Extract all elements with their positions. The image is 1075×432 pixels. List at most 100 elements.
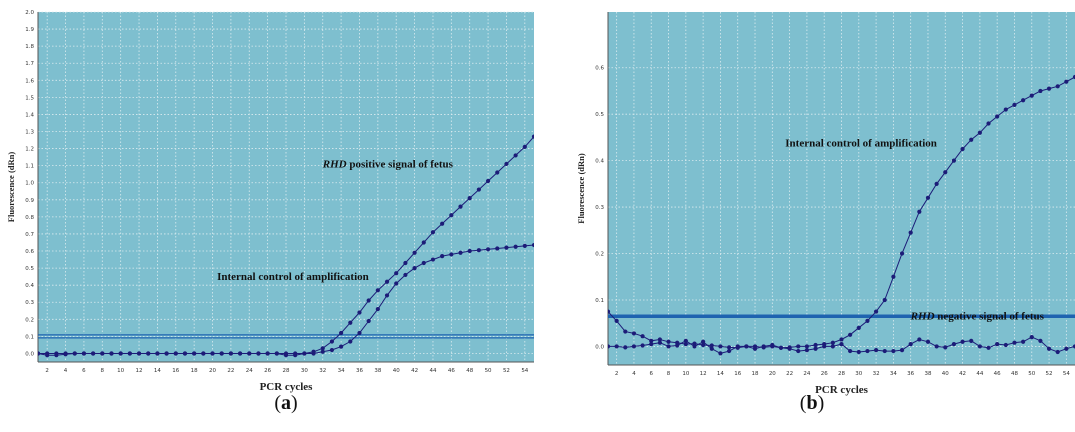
chart-b-series-1-point: [865, 318, 870, 323]
chart-b-series-1-point: [683, 341, 688, 347]
chart-a-x-tick-label: 16: [172, 368, 179, 374]
chart-b-series-2-point: [770, 342, 775, 348]
chart-b-x-tick-label: 46: [994, 371, 1001, 377]
chart-a-series-2-point: [219, 351, 224, 356]
chart-b-marks: [608, 74, 1075, 356]
chart-b-x-tick-label: 8: [667, 371, 671, 377]
chart-b-series-2-point: [908, 341, 913, 347]
chart-a-series-2-point: [339, 344, 344, 349]
chart-b-series-1-point: [882, 297, 887, 303]
chart-b-series-2-point: [631, 344, 637, 349]
chart-b-x-tick-label: 30: [855, 371, 862, 377]
chart-a-x-tick-label: 4: [64, 368, 68, 374]
chart-b-series-1-point: [1003, 107, 1008, 112]
chart-b-annotation-text: negative signal of fetus: [935, 310, 1045, 322]
chart-b-series-1-point: [701, 342, 706, 348]
chart-b-series-1-point: [873, 309, 879, 314]
chart-a-y-tick-label: 1.2: [25, 147, 34, 153]
chart-a-series-2-point: [237, 351, 243, 356]
chart-a-series-2-point: [440, 254, 445, 259]
chart-a-series-2-point: [403, 272, 408, 278]
chart-a-x-tick-label: 42: [411, 368, 418, 374]
chart-b-series-2-point: [744, 344, 749, 349]
chart-b-series-2-point: [614, 344, 619, 349]
chart-a-series-1-point: [329, 339, 335, 344]
chart-b-x-tick-label: 2: [615, 371, 619, 377]
chart-a-y-tick-label: 0.6: [25, 249, 34, 255]
chart-a-series-1-point: [449, 213, 454, 218]
chart-b-series-1-point: [986, 121, 991, 126]
chart-b-x-tick-label: 12: [700, 371, 707, 377]
chart-a-y-tick-label: 1.5: [25, 95, 34, 101]
chart-a-series-2-point: [366, 318, 371, 324]
chart-b-series-1-point: [917, 209, 922, 214]
chart-a-series-2-point: [72, 351, 77, 356]
chart-a-annotation-1: RHD positive signal of fetus: [322, 158, 454, 170]
chart-b-series-1-point: [726, 345, 732, 350]
chart-b-series-1-point: [614, 318, 619, 323]
chart-a-series-2-point: [384, 293, 390, 298]
chart-a-series-2-point: [228, 351, 233, 356]
chart-b-x-tick-label: 28: [838, 371, 845, 377]
chart-b-x-tick-label: 22: [786, 371, 793, 377]
chart-b-series-2-point: [873, 348, 879, 353]
chart-a-series-2-point: [357, 330, 362, 336]
chart-b-series-1-point: [934, 181, 939, 186]
chart-b-series-1-point: [804, 344, 810, 349]
chart-a-series-2-point: [485, 247, 491, 252]
chart-a-series-2-point: [164, 351, 169, 356]
chart-b-x-tick-label: 54: [1063, 371, 1070, 377]
chart-a-series-2-point: [173, 351, 178, 356]
chart-b-x-tick-label: 24: [803, 371, 810, 377]
chart-a-y-tick-label: 1.1: [25, 164, 34, 170]
chart-b-series-1-point: [856, 325, 861, 330]
chart-b-series-2-point: [1003, 342, 1008, 348]
chart-b-series-1-point: [640, 334, 645, 339]
chart-a-x-tick-label: 50: [485, 368, 492, 374]
chart-a-series-2-point: [467, 248, 472, 254]
chart-b-x-tick-label: 4: [632, 371, 636, 377]
chart-b-series-2-point: [986, 345, 991, 350]
chart-b-series-2-point: [796, 348, 801, 354]
chart-b-series-1-point: [718, 344, 723, 349]
chart-b-series-1-point: [977, 130, 982, 135]
chart-a-y-tick-label: 1.8: [25, 44, 34, 50]
chart-b-series-2-point: [925, 339, 931, 344]
chart-a-series-2-point: [522, 243, 527, 249]
chart-b-series-1-point: [1046, 86, 1052, 91]
chart-b-series-2-point: [1072, 344, 1075, 349]
chart-a-series-1-point: [440, 221, 445, 226]
chart-b-series-1-point: [657, 337, 662, 342]
chart-b-y-axis-label: Fluorescence (dRn): [576, 153, 586, 224]
chart-b-annotation-1: Internal control of amplification: [785, 138, 937, 150]
chart-b-series-2-point: [882, 348, 887, 354]
chart-a-series-2-point: [210, 351, 215, 356]
chart-a-y-tick-label: 1.4: [25, 112, 34, 118]
chart-b-series-2-point: [718, 351, 723, 356]
chart-b-series-2-point: [709, 346, 714, 351]
chart-a-series-2-point: [109, 351, 114, 356]
chart-b-svg: 2 4 6 8 10 12 14 16 18 20 22 24 26 28 30 32 34 36 38 40 42 44…: [576, 12, 1075, 396]
chart-a-series-1-point: [320, 346, 325, 351]
chart-b-x-tick-label: 34: [890, 371, 897, 377]
chart-a-x-tick-label: 44: [429, 368, 436, 374]
chart-a-series-2-point: [311, 351, 316, 356]
chart-b-series-1-point: [1021, 98, 1026, 103]
chart-b-y-tick-label: 0.2: [595, 252, 604, 258]
chart-b-series-1-point: [623, 329, 628, 334]
chart-a-series-1-point: [403, 260, 408, 266]
chart-a-y-tick-label: 0.1: [25, 334, 34, 340]
chart-b-series-1-point: [608, 309, 611, 314]
chart-b-series-2-point: [761, 344, 766, 349]
chart-b-series-1-point: [666, 339, 671, 344]
chart-b-series-2-point: [1055, 349, 1060, 355]
chart-b-x-tick-label: 6: [649, 371, 653, 377]
chart-a-series-2-point: [201, 351, 206, 356]
chart-b-y-tick-label: 0.6: [595, 66, 604, 72]
chart-a-series-2-point: [329, 347, 335, 353]
chart-b-x-tick-label: 38: [924, 371, 931, 377]
caption-b: (b): [799, 392, 825, 414]
chart-a-series-2-point: [38, 351, 41, 356]
chart-b-series-2-point: [1012, 340, 1017, 345]
chart-b-series-2-point: [899, 348, 905, 353]
